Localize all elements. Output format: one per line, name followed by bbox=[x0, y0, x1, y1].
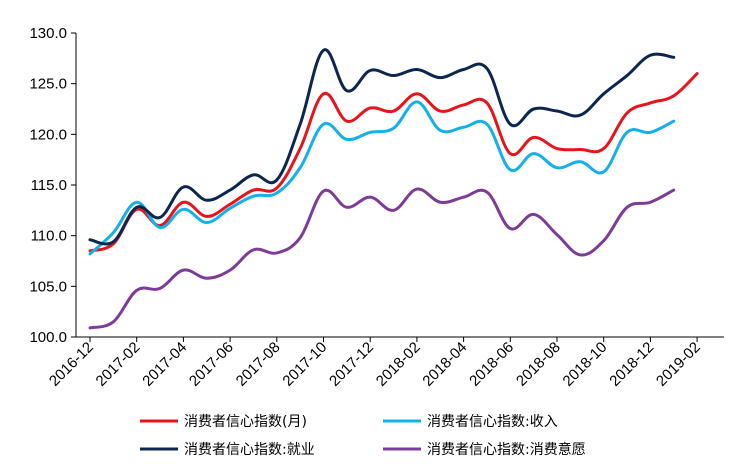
y-tick-label: 110.0 bbox=[31, 228, 67, 245]
x-tick-label: 2017-06 bbox=[186, 339, 237, 390]
x-tick-label: 2018-04 bbox=[419, 339, 470, 390]
y-tick-label: 125.0 bbox=[29, 76, 67, 93]
legend-label: 消费者信心指数:消费意愿 bbox=[427, 441, 586, 458]
series-line-month bbox=[88, 72, 699, 253]
x-tick-label: 2016-12 bbox=[46, 339, 97, 390]
y-tick-label: 115.0 bbox=[31, 177, 67, 194]
x-tick-label: 2017-04 bbox=[139, 339, 190, 390]
x-tick-label: 2018-08 bbox=[513, 339, 564, 390]
series-lines bbox=[88, 48, 699, 330]
series-line-employment bbox=[88, 48, 676, 246]
y-tick-label: 100.0 bbox=[29, 329, 67, 346]
x-tick-label: 2018-06 bbox=[466, 339, 517, 390]
y-tick-label: 130.0 bbox=[29, 25, 67, 42]
series-line-consumption-willingness bbox=[88, 187, 676, 330]
y-tick-label: 105.0 bbox=[29, 278, 67, 295]
x-tick-label: 2017-08 bbox=[233, 339, 284, 390]
x-tick-label: 2019-02 bbox=[653, 339, 704, 390]
x-tick-label: 2017-12 bbox=[326, 339, 377, 390]
legend-label: 消费者信心指数:收入 bbox=[427, 414, 558, 430]
x-tick-label: 2018-10 bbox=[560, 339, 611, 390]
x-tick-label: 2017-10 bbox=[279, 339, 330, 390]
x-tick-label: 2018-12 bbox=[606, 339, 657, 390]
x-tick-label: 2018-02 bbox=[373, 339, 424, 390]
legend-label: 消费者信心指数:就业 bbox=[184, 442, 315, 458]
legend-label: 消费者信心指数(月) bbox=[184, 414, 307, 430]
series-line-income bbox=[88, 100, 676, 256]
y-tick-label: 120.0 bbox=[29, 126, 67, 143]
x-tick-label: 2017-02 bbox=[93, 339, 144, 390]
